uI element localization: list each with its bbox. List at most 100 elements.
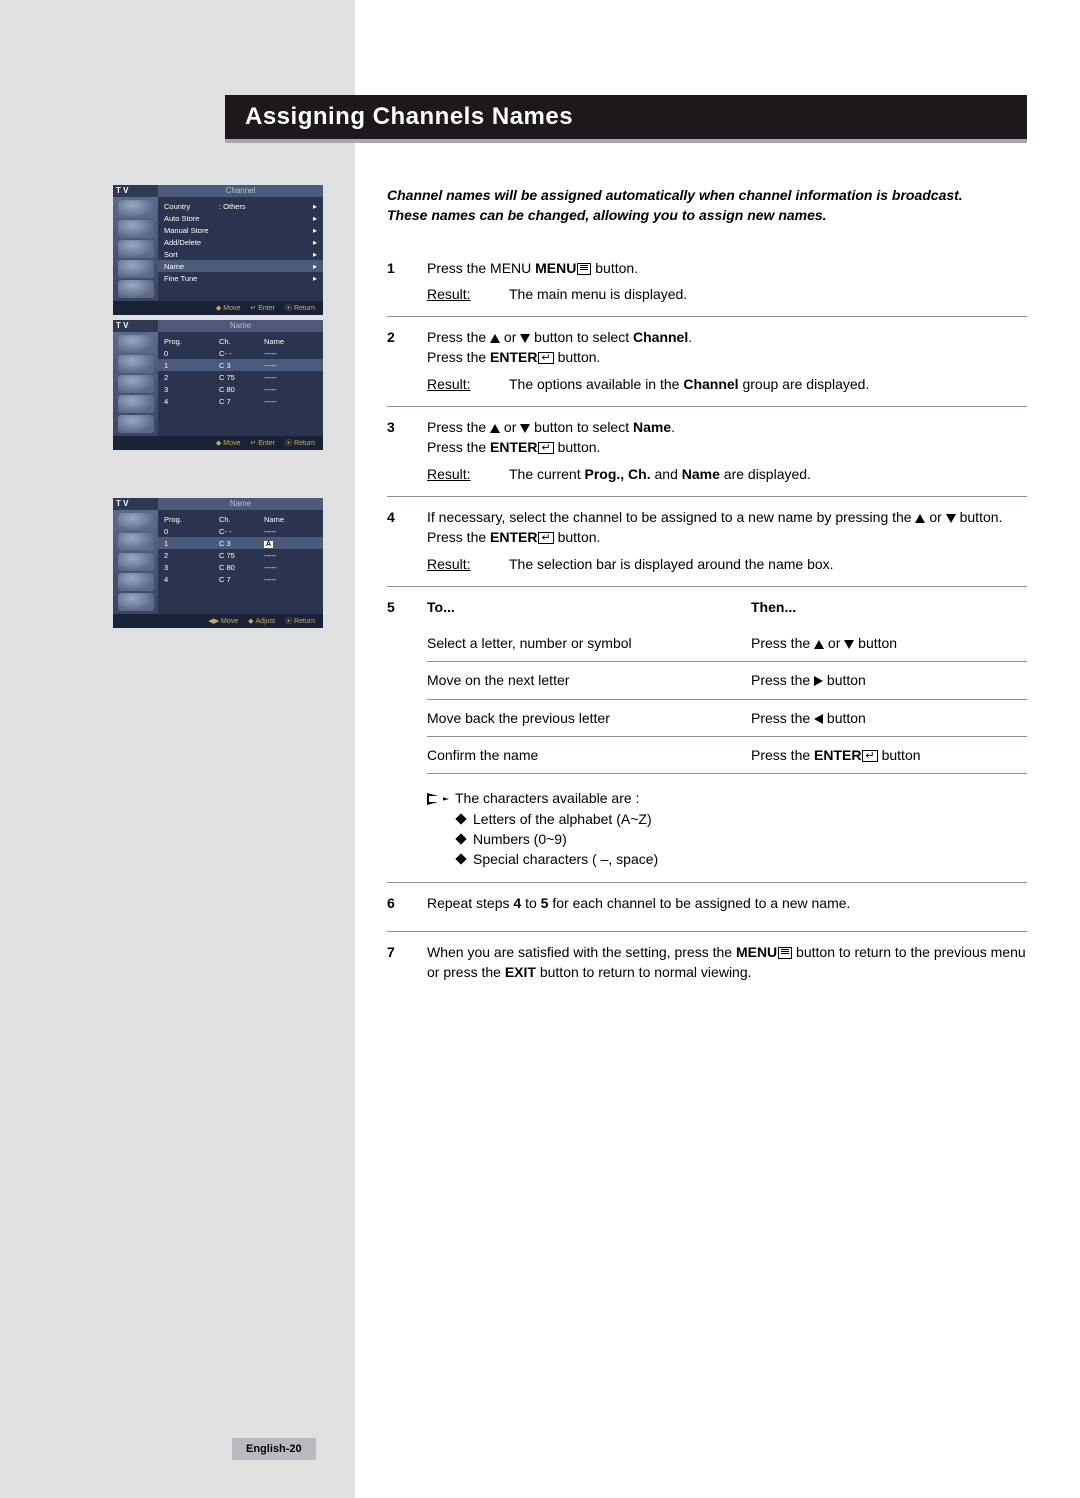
osd-row: Country: Others▸ xyxy=(158,200,323,212)
step-body: To... Then... Select a letter, number or… xyxy=(427,597,1027,870)
action-table: To... Then... Select a letter, number or… xyxy=(427,597,1027,774)
down-icon xyxy=(520,424,530,433)
osd-row: 0C- ------ xyxy=(158,525,323,537)
step-body: If necessary, select the channel to be a… xyxy=(427,507,1027,574)
osd-header: Name xyxy=(158,320,323,332)
osd-foot-enter: ↵ Enter xyxy=(250,439,275,447)
col-then: Then... xyxy=(751,597,1027,625)
osd-header: Channel xyxy=(158,185,323,197)
step-number: 3 xyxy=(387,417,427,484)
osd-icon-strip xyxy=(113,510,158,614)
step-list: 1 Press the MENU MENU button. Result: Th… xyxy=(387,248,1027,1001)
step-body: Repeat steps 4 to 5 for each channel to … xyxy=(427,893,1027,919)
osd-header: Name xyxy=(158,498,323,510)
step-number: 2 xyxy=(387,327,427,394)
step-number: 4 xyxy=(387,507,427,574)
osd-foot-move: ◆ Move xyxy=(216,304,241,312)
osd-foot-move: ◀▶ Move xyxy=(208,617,238,625)
osd-row: 4C 7----- xyxy=(158,573,323,585)
step-5: 5 To... Then... Select a letter, number … xyxy=(387,587,1027,883)
osd-icon xyxy=(118,335,154,353)
intro-text: Channel names will be assigned automatic… xyxy=(387,185,1027,226)
down-icon xyxy=(946,514,956,523)
osd-row: Manual Store▸ xyxy=(158,224,323,236)
enter-icon xyxy=(538,352,553,364)
osd-list: Prog.Ch.Name0C- ------1C 3A2C 75-----3C … xyxy=(158,510,323,614)
step-3: 3 Press the or button to select Name. Pr… xyxy=(387,407,1027,497)
osd-foot-adjust: ◆ Adjust xyxy=(248,617,275,625)
table-row: Move on the next letterPress the button xyxy=(427,662,1027,699)
osd-row: 0C- ------ xyxy=(158,347,323,359)
enter-icon xyxy=(538,532,553,544)
up-icon xyxy=(915,514,925,523)
osd-menu-name-1: T V Name Prog.Ch.Name0C- ------1C 3-----… xyxy=(113,320,323,450)
osd-icon xyxy=(118,240,154,258)
result-label: Result: xyxy=(427,374,509,394)
step-1: 1 Press the MENU MENU button. Result: Th… xyxy=(387,248,1027,318)
result-text: The selection bar is displayed around th… xyxy=(509,554,1027,574)
step-number: 1 xyxy=(387,258,427,305)
osd-icon xyxy=(118,415,154,433)
osd-row: 4C 7----- xyxy=(158,395,323,407)
osd-row: Sort▸ xyxy=(158,248,323,260)
osd-list: Country: Others▸Auto Store▸Manual Store▸… xyxy=(158,197,323,301)
osd-icon xyxy=(118,513,154,531)
menu-icon xyxy=(778,947,792,959)
osd-icon xyxy=(118,553,154,571)
step-body: Press the or button to select Name. Pres… xyxy=(427,417,1027,484)
note-list: Letters of the alphabet (A~Z)Numbers (0~… xyxy=(455,809,1027,870)
step-number: 7 xyxy=(387,942,427,989)
osd-header-row: Prog.Ch.Name xyxy=(158,513,323,525)
down-icon xyxy=(520,334,530,343)
step-body: Press the MENU MENU button. Result: The … xyxy=(427,258,1027,305)
osd-icon-strip xyxy=(113,332,158,436)
osd-tv-label: T V xyxy=(113,498,158,510)
osd-footer: ◆ Move ↵ Enter ⦿ Return xyxy=(113,301,323,315)
note-item: Letters of the alphabet (A~Z) xyxy=(455,809,1027,829)
osd-icon xyxy=(118,573,154,591)
osd-icon xyxy=(118,593,154,611)
osd-icon xyxy=(118,355,154,373)
table-row: Move back the previous letterPress the b… xyxy=(427,699,1027,736)
osd-tv-label: T V xyxy=(113,320,158,332)
osd-row: 1C 3A xyxy=(158,537,323,549)
page: Assigning Channels Names T V Channel Cou… xyxy=(0,0,1080,1498)
osd-menu-name-2: T V Name Prog.Ch.Name0C- ------1C 3A2C 7… xyxy=(113,498,323,628)
osd-icon xyxy=(118,220,154,238)
osd-list: Prog.Ch.Name0C- ------1C 3-----2C 75----… xyxy=(158,332,323,436)
step-4: 4 If necessary, select the channel to be… xyxy=(387,497,1027,587)
result-text: The options available in the Channel gro… xyxy=(509,374,1027,394)
step-number: 6 xyxy=(387,893,427,919)
step-2: 2 Press the or button to select Channel.… xyxy=(387,317,1027,407)
note-arrow-icon xyxy=(427,793,449,805)
result-text: The main menu is displayed. xyxy=(509,284,1027,304)
osd-foot-return: ⦿ Return xyxy=(285,616,315,626)
note-item: Special characters ( –, space) xyxy=(455,849,1027,869)
page-number: English-20 xyxy=(232,1438,316,1460)
note-item: Numbers (0~9) xyxy=(455,829,1027,849)
step-6: 6 Repeat steps 4 to 5 for each channel t… xyxy=(387,883,1027,932)
osd-footer: ◆ Move ↵ Enter ⦿ Return xyxy=(113,436,323,450)
osd-icon-strip xyxy=(113,197,158,301)
osd-icon xyxy=(118,395,154,413)
step-body: Press the or button to select Channel. P… xyxy=(427,327,1027,394)
page-title: Assigning Channels Names xyxy=(225,103,573,131)
osd-icon xyxy=(118,375,154,393)
osd-foot-move: ◆ Move xyxy=(216,439,241,447)
result-label: Result: xyxy=(427,284,509,304)
step-7: 7 When you are satisfied with the settin… xyxy=(387,932,1027,1001)
table-row: Confirm the namePress the ENTER button xyxy=(427,737,1027,774)
osd-row: 2C 75----- xyxy=(158,549,323,561)
osd-tv-label: T V xyxy=(113,185,158,197)
osd-foot-enter: ↵ Enter xyxy=(250,304,275,312)
osd-foot-return: ⦿ Return xyxy=(285,438,315,448)
osd-row: Auto Store▸ xyxy=(158,212,323,224)
osd-icon xyxy=(118,533,154,551)
note-block: The characters available are : Letters o… xyxy=(427,788,1027,869)
result-label: Result: xyxy=(427,554,509,574)
title-bar: Assigning Channels Names xyxy=(225,95,1027,143)
up-icon xyxy=(490,334,500,343)
osd-row: Add/Delete▸ xyxy=(158,236,323,248)
osd-row: 1C 3----- xyxy=(158,359,323,371)
osd-row: Name▸ xyxy=(158,260,323,272)
